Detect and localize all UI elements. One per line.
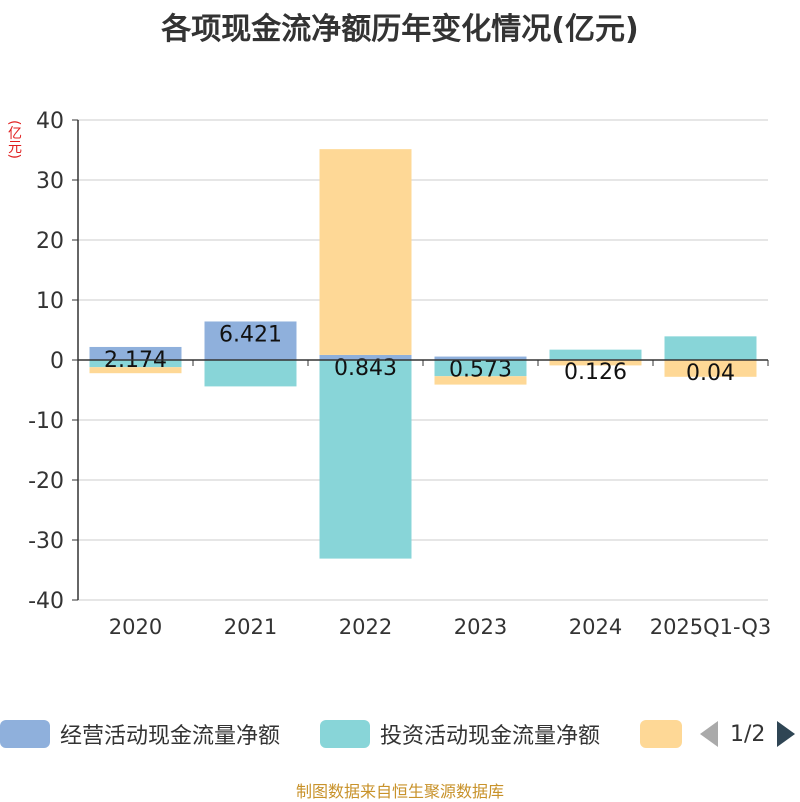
y-tick-label: 20 [36, 229, 64, 254]
y-tick-label: 0 [50, 349, 64, 374]
legend-swatch-financing [640, 720, 682, 748]
legend-item-investing[interactable]: 投资活动现金流量净额 [320, 716, 600, 752]
bar-financing-2022 [319, 149, 412, 355]
bar-investing-2023 [434, 360, 527, 377]
chart-title: 各项现金流净额历年变化情况(亿元) [161, 12, 639, 47]
legend-prev-page-icon[interactable] [700, 721, 718, 747]
data-source-note: 制图数据来自恒生聚源数据库 [295, 782, 504, 801]
bar-chart: -40-30-20-100102030402.17420206.42120210… [28, 109, 772, 639]
bar-operating-2023 [434, 356, 527, 360]
x-tick-label: 2023 [454, 615, 507, 639]
bar-operating-2020 [89, 346, 182, 360]
bar-operating-2022 [319, 354, 412, 360]
x-tick-label: 2020 [109, 615, 162, 639]
x-tick-label: 2024 [569, 615, 622, 639]
x-tick-label: 2022 [339, 615, 392, 639]
bar-investing-2025Q1-Q3 [664, 336, 757, 360]
bar-investing-2020 [89, 360, 182, 368]
legend-label-operating: 经营活动现金流量净额 [60, 724, 281, 749]
x-tick-label: 2021 [224, 615, 277, 639]
legend-next-page-icon[interactable] [777, 721, 796, 747]
y-tick-label: -10 [28, 409, 64, 434]
bar-financing-2024 [549, 360, 642, 366]
bar-investing-2021 [204, 360, 297, 387]
y-axis-label: (亿元) [6, 120, 22, 159]
bar-financing-2025Q1-Q3 [664, 360, 757, 377]
bar-investing-2024 [549, 349, 642, 360]
bar-financing-2020 [89, 367, 182, 374]
y-tick-label: 30 [36, 169, 64, 194]
data-label-operating: 0.04 [686, 361, 735, 386]
bar-investing-2022 [319, 360, 412, 559]
legend-pager: 1/2 [700, 716, 796, 752]
data-label-operating: 6.421 [219, 322, 282, 347]
bar-financing-2023 [434, 376, 527, 385]
y-tick-label: -20 [28, 469, 64, 494]
legend-swatch-operating [0, 720, 50, 748]
legend: 经营活动现金流量净额 投资活动现金流量净额 1/2 [0, 716, 800, 752]
y-tick-label: 40 [36, 109, 64, 134]
legend-swatch-investing [320, 720, 370, 748]
y-tick-label: -30 [28, 529, 64, 554]
x-tick-label: 2025Q1-Q3 [650, 615, 772, 639]
data-label-operating: 0.573 [449, 358, 512, 383]
data-label-operating: 0.126 [564, 360, 627, 385]
legend-item-operating[interactable]: 经营活动现金流量净额 [0, 716, 280, 752]
legend-item-financing[interactable] [640, 716, 682, 752]
bar-operating-2021 [204, 321, 297, 360]
legend-page-indicator: 1/2 [730, 721, 766, 747]
legend-label-investing: 投资活动现金流量净额 [380, 724, 601, 749]
y-tick-label: -40 [28, 589, 64, 614]
y-tick-label: 10 [36, 289, 64, 314]
